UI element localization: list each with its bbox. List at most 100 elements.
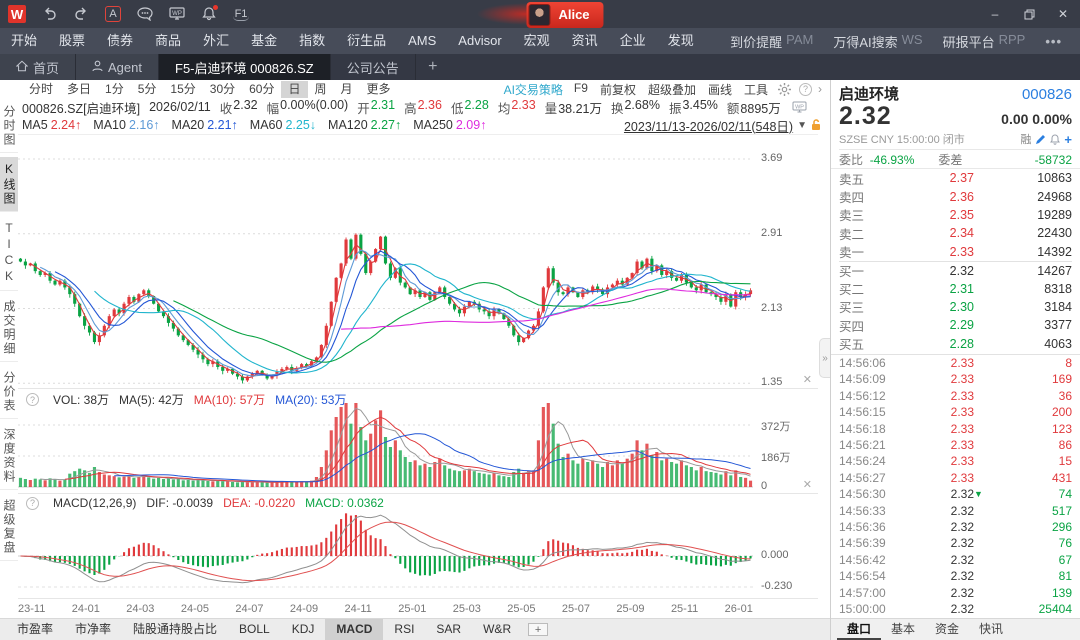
ai-strategy-button[interactable]: AI交易策略 [503, 82, 563, 97]
tool-1[interactable]: 前复权 [599, 82, 636, 97]
indicator-tab-RSI[interactable]: RSI [394, 622, 415, 636]
quote-field-换: 换 2.68% [610, 97, 660, 116]
bid-row-1: 买一 2.32 14267 [839, 260, 1072, 279]
period-多日[interactable]: 多日 [67, 81, 92, 96]
new-tab-button[interactable]: + [428, 58, 438, 75]
menu-item-1[interactable]: 股票 [59, 33, 86, 48]
menu-item-11[interactable]: 资讯 [571, 33, 598, 48]
tool-4[interactable]: 工具 [743, 82, 768, 97]
close-macd-panel-button[interactable]: ✕ [802, 479, 812, 491]
macd-chart[interactable] [18, 494, 753, 599]
wp-terminal-icon[interactable]: WP [168, 5, 186, 23]
volume-chart[interactable] [18, 389, 753, 494]
menu-item-10[interactable]: 宏观 [523, 33, 550, 48]
x-tick-25-01: 25-01 [398, 602, 427, 615]
indicator-tab-MACD[interactable]: MACD [325, 619, 384, 640]
sidebar-item-分价表[interactable]: 分价表 [0, 366, 18, 419]
dropdown-arrow-icon[interactable]: ▼ [797, 119, 807, 131]
stock-code[interactable]: 000826 [1021, 86, 1072, 103]
font-size-icon[interactable]: A [104, 5, 122, 23]
notification-bell-icon[interactable] [200, 5, 218, 23]
lock-icon[interactable] [811, 119, 822, 131]
open-tabs: 首页 Agent F5-启迪环境 000826.SZ 公司公告 [0, 54, 416, 80]
wind-logo[interactable]: W [8, 5, 26, 23]
f1-help-icon[interactable]: F1 [232, 7, 250, 21]
menu-overflow-button[interactable]: ••• [1045, 33, 1062, 49]
menu-shortcut-2[interactable]: 研报平台 RPP [942, 31, 1026, 50]
quote-tab-快讯[interactable]: 快讯 [979, 622, 1004, 636]
indicator-tab-市盈率[interactable]: 市盈率 [17, 622, 54, 636]
tab-2[interactable]: F5-启迪环境 000826.SZ [159, 54, 331, 80]
assistant-badge[interactable]: Alice [476, 0, 604, 28]
menu-item-9[interactable]: Advisor [458, 33, 502, 48]
period-更多[interactable]: 更多 [366, 81, 391, 96]
menu-shortcut-0[interactable]: 到价提醒 PAM [730, 31, 814, 50]
tool-2[interactable]: 超级叠加 [647, 82, 696, 97]
quote-tab-资金[interactable]: 资金 [935, 622, 960, 636]
indicator-tab-KDJ[interactable]: KDJ [291, 622, 315, 636]
help-icon[interactable]: ? [799, 82, 812, 96]
indicator-tab-SAR[interactable]: SAR [436, 622, 462, 636]
macd-help-icon[interactable]: ? [26, 496, 39, 510]
assistant-pill[interactable]: Alice [526, 1, 604, 28]
tab-0[interactable]: 首页 [0, 54, 77, 80]
collapse-handle[interactable]: » [819, 338, 830, 378]
menu-item-5[interactable]: 基金 [251, 33, 278, 48]
sidebar-item-分时图[interactable]: 分时图 [0, 100, 18, 153]
period-1分[interactable]: 1分 [105, 81, 124, 96]
period-分时[interactable]: 分时 [29, 81, 54, 96]
date-range-label[interactable]: 2023/11/13-2026/02/11(548日) [623, 119, 794, 134]
period-周[interactable]: 周 [314, 81, 327, 96]
indicator-tab-W&R[interactable]: W&R [483, 622, 512, 636]
chat-icon[interactable] [136, 5, 154, 23]
menu-item-13[interactable]: 发现 [667, 33, 694, 48]
sidebar-item-深度资料[interactable]: 深度资料 [0, 423, 18, 490]
tab-3[interactable]: 公司公告 [331, 54, 416, 80]
indicator-tab-BOLL[interactable]: BOLL [239, 622, 270, 636]
kline-chart[interactable] [18, 135, 753, 390]
restore-button[interactable] [1012, 0, 1046, 28]
minimize-button[interactable]: – [991, 7, 999, 21]
tab-1[interactable]: Agent [76, 54, 159, 80]
sidebar-item-TICK[interactable]: TICK [0, 216, 18, 291]
sidebar-item-成交明细[interactable]: 成交明细 [0, 295, 18, 362]
quote-tab-盘口[interactable]: 盘口 [837, 619, 882, 640]
menu-item-4[interactable]: 外汇 [203, 33, 230, 48]
tool-3[interactable]: 画线 [707, 82, 732, 97]
indicator-tab-市净率[interactable]: 市净率 [75, 622, 112, 636]
period-日[interactable]: 日 [281, 80, 308, 98]
close-volume-panel-button[interactable]: ✕ [802, 374, 812, 386]
menu-item-8[interactable]: AMS [408, 33, 437, 48]
gear-icon[interactable] [774, 82, 795, 96]
menu-item-7[interactable]: 衍生品 [347, 33, 387, 48]
period-60分[interactable]: 60分 [249, 81, 275, 96]
add-indicator-button[interactable]: + [528, 623, 549, 636]
back-icon[interactable] [40, 5, 58, 23]
period-月[interactable]: 月 [340, 81, 353, 96]
indicator-tab-陆股通持股占比[interactable]: 陆股通持股占比 [133, 622, 218, 636]
menu-item-2[interactable]: 债券 [107, 33, 134, 48]
chevron-right-icon[interactable]: › [818, 82, 822, 96]
edit-pencil-icon[interactable] [1035, 134, 1046, 145]
sidebar-item-K线图[interactable]: K线图 [0, 157, 18, 212]
menu-item-12[interactable]: 企业 [619, 33, 646, 48]
wp-mini-icon[interactable]: WP [792, 101, 807, 114]
x-tick-26-01: 26-01 [724, 602, 753, 615]
close-button[interactable]: ✕ [1057, 7, 1069, 21]
tool-0[interactable]: F9 [573, 80, 588, 95]
macd-label-0: 0.000 [761, 549, 789, 561]
volume-help-icon[interactable]: ? [26, 393, 39, 406]
menu-item-3[interactable]: 商品 [155, 33, 182, 48]
sidebar-item-超级复盘[interactable]: 超级复盘 [0, 494, 18, 561]
period-5分[interactable]: 5分 [137, 81, 157, 96]
menu-item-0[interactable]: 开始 [11, 33, 38, 48]
date-range-control[interactable]: 2023/11/13-2026/02/11(548日) ▼ [624, 116, 822, 135]
period-15分[interactable]: 15分 [170, 81, 196, 96]
add-to-watchlist-button[interactable]: + [1064, 131, 1072, 147]
alert-bell-icon[interactable] [1050, 133, 1061, 145]
forward-icon[interactable] [72, 5, 90, 23]
menu-item-6[interactable]: 指数 [299, 33, 326, 48]
quote-tab-基本[interactable]: 基本 [891, 622, 916, 636]
period-30分[interactable]: 30分 [209, 81, 236, 96]
menu-shortcut-1[interactable]: 万得AI搜索 WS [833, 31, 923, 50]
